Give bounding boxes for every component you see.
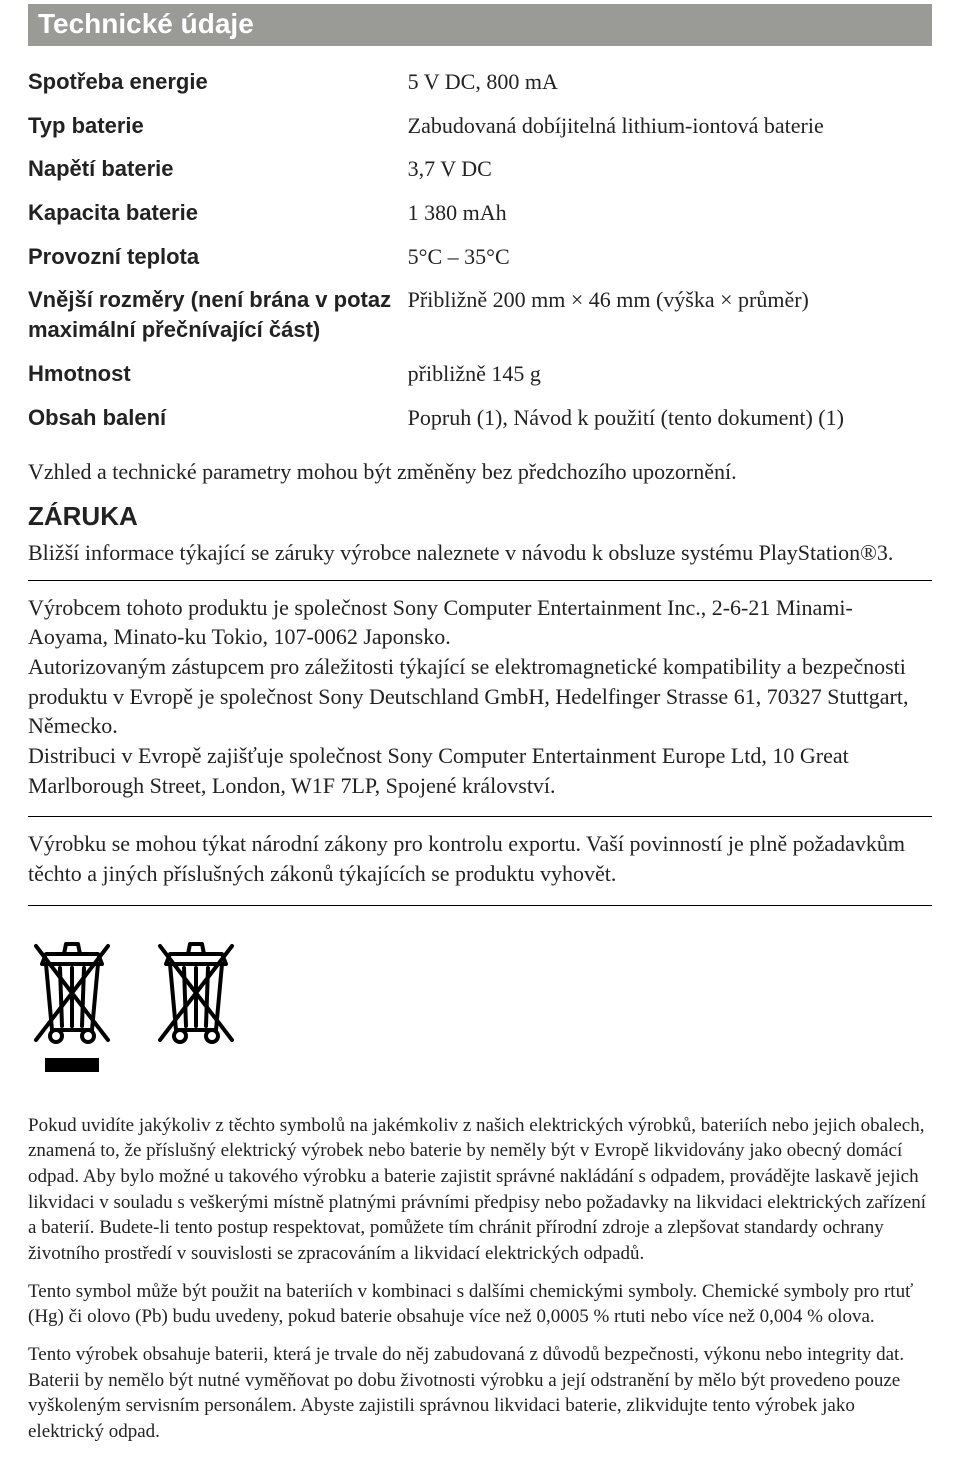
- warranty-title: ZÁRUKA: [28, 501, 932, 532]
- divider: [28, 816, 932, 817]
- export-block: Výrobku se mohou týkat národní zákony pr…: [28, 823, 932, 898]
- weee-paragraph-1: Pokud uvidíte jakýkoliv z těchto symbolů…: [28, 1113, 932, 1267]
- warranty-text: Bližší informace týkající se záruky výro…: [28, 538, 932, 568]
- weee-icons-row: [28, 928, 932, 1083]
- table-row: Typ baterie Zabudovaná dobíjitelná lithi…: [28, 104, 932, 148]
- spec-label: Obsah balení: [28, 396, 408, 440]
- change-disclaimer: Vzhled a technické parametry mohou být z…: [28, 457, 932, 487]
- spec-value: Zabudovaná dobíjitelná lithium-iontová b…: [408, 104, 932, 148]
- spec-label: Provozní teplota: [28, 235, 408, 279]
- table-row: Kapacita baterie 1 380 mAh: [28, 191, 932, 235]
- table-row: Provozní teplota 5°C – 35°C: [28, 235, 932, 279]
- specs-table: Spotřeba energie 5 V DC, 800 mA Typ bate…: [28, 60, 932, 439]
- weee-paragraph-2: Tento symbol může být použit na bateriíc…: [28, 1279, 932, 1330]
- spec-label: Vnější rozměry (není brána v potaz maxim…: [28, 278, 408, 351]
- spec-value: přibližně 145 g: [408, 352, 932, 396]
- spec-value: 1 380 mAh: [408, 191, 932, 235]
- spec-label: Kapacita baterie: [28, 191, 408, 235]
- spec-value: Popruh (1), Návod k použití (tento dokum…: [408, 396, 932, 440]
- spec-label: Hmotnost: [28, 352, 408, 396]
- spec-label: Napětí baterie: [28, 147, 408, 191]
- weee-bin-icon: [152, 928, 240, 1083]
- spec-label: Spotřeba energie: [28, 60, 408, 104]
- table-row: Vnější rozměry (není brána v potaz maxim…: [28, 278, 932, 351]
- manufacturer-block: Výrobcem tohoto produktu je společnost S…: [28, 587, 932, 811]
- spec-value: Přibližně 200 mm × 46 mm (výška × průměr…: [408, 278, 932, 351]
- section-header: Technické údaje: [28, 4, 932, 46]
- section-header-text: Technické údaje: [38, 8, 254, 39]
- spec-value: 3,7 V DC: [408, 147, 932, 191]
- weee-bin-with-bar-icon: [28, 928, 116, 1083]
- weee-paragraph-3: Tento výrobek obsahuje baterii, která je…: [28, 1342, 932, 1445]
- table-row: Obsah balení Popruh (1), Návod k použití…: [28, 396, 932, 440]
- spec-value: 5 V DC, 800 mA: [408, 60, 932, 104]
- table-row: Napětí baterie 3,7 V DC: [28, 147, 932, 191]
- divider: [28, 905, 932, 906]
- table-row: Hmotnost přibližně 145 g: [28, 352, 932, 396]
- spec-value: 5°C – 35°C: [408, 235, 932, 279]
- divider: [28, 580, 932, 581]
- spec-label: Typ baterie: [28, 104, 408, 148]
- table-row: Spotřeba energie 5 V DC, 800 mA: [28, 60, 932, 104]
